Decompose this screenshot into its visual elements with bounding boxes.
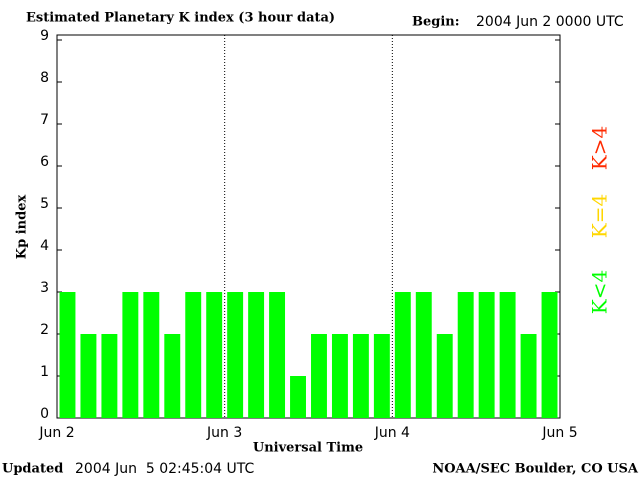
bar bbox=[394, 292, 411, 418]
y-tick-label: 4 bbox=[40, 238, 49, 254]
legend-entry: K<4 bbox=[588, 270, 612, 314]
bar bbox=[80, 334, 97, 418]
bar bbox=[373, 334, 390, 418]
bar bbox=[122, 292, 139, 418]
y-tick-label: 7 bbox=[40, 112, 49, 128]
y-axis-label: Kp index bbox=[15, 195, 30, 260]
x-axis-label: Universal Time bbox=[253, 441, 363, 456]
bar bbox=[185, 292, 202, 418]
bar bbox=[520, 334, 537, 418]
bar bbox=[59, 292, 76, 418]
bar bbox=[478, 292, 495, 418]
chart-title: Estimated Planetary K index (3 hour data… bbox=[26, 11, 335, 26]
y-tick-label: 5 bbox=[40, 196, 49, 212]
bar bbox=[269, 292, 286, 418]
updated-label: Updated bbox=[2, 462, 63, 477]
bar bbox=[101, 334, 118, 418]
x-tick-label: Jun 5 bbox=[541, 425, 577, 441]
credit: NOAA/SEC Boulder, CO USA bbox=[432, 462, 639, 477]
updated-date: 2004 Jun 5 02:45:04 UTC bbox=[75, 461, 255, 477]
y-tick-label: 9 bbox=[40, 28, 49, 44]
x-tick-label: Jun 3 bbox=[206, 425, 242, 441]
x-tick-label: Jun 4 bbox=[374, 425, 410, 441]
y-tick-label: 2 bbox=[40, 322, 49, 338]
bar bbox=[143, 292, 160, 418]
bar bbox=[248, 292, 265, 418]
begin-label: Begin: bbox=[412, 15, 460, 30]
bar bbox=[311, 334, 327, 418]
y-tick-label: 1 bbox=[40, 364, 49, 380]
y-tick-label: 3 bbox=[40, 280, 49, 296]
begin-date: 2004 Jun 2 0000 UTC bbox=[476, 14, 624, 30]
bar bbox=[541, 292, 558, 418]
plot-frame bbox=[56, 34, 561, 419]
bar bbox=[227, 292, 244, 418]
y-tick-label: 0 bbox=[40, 406, 49, 422]
legend-entry: K=4 bbox=[588, 194, 612, 238]
bar bbox=[290, 376, 306, 418]
y-tick-label: 6 bbox=[40, 154, 49, 170]
x-tick-label: Jun 2 bbox=[38, 425, 74, 441]
bar bbox=[352, 334, 369, 418]
bar bbox=[436, 334, 453, 418]
bar bbox=[457, 292, 474, 418]
legend-entry: K>4 bbox=[588, 126, 612, 170]
bar bbox=[331, 334, 348, 418]
bar bbox=[206, 292, 223, 418]
bar bbox=[415, 292, 432, 418]
bar bbox=[499, 292, 516, 418]
bar bbox=[164, 334, 181, 418]
y-tick-label: 8 bbox=[40, 70, 49, 86]
